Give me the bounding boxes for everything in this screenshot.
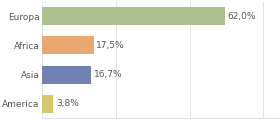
Bar bbox=[42, 7, 225, 25]
Text: 62,0%: 62,0% bbox=[227, 12, 256, 21]
Text: 17,5%: 17,5% bbox=[96, 41, 125, 50]
Bar bbox=[42, 36, 94, 54]
Bar bbox=[42, 66, 92, 84]
Text: 16,7%: 16,7% bbox=[94, 70, 122, 79]
Bar bbox=[42, 95, 53, 113]
Text: 3,8%: 3,8% bbox=[56, 99, 79, 108]
